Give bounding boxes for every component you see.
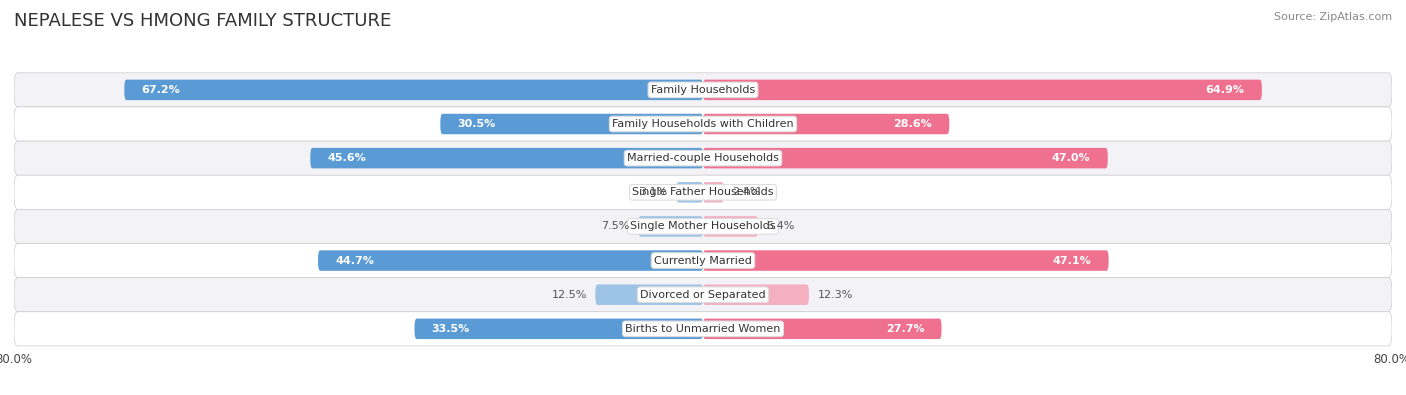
- FancyBboxPatch shape: [703, 250, 1108, 271]
- Text: 30.5%: 30.5%: [457, 119, 496, 129]
- FancyBboxPatch shape: [703, 182, 724, 203]
- Text: Births to Unmarried Women: Births to Unmarried Women: [626, 324, 780, 334]
- FancyBboxPatch shape: [703, 216, 758, 237]
- Text: Family Households with Children: Family Households with Children: [612, 119, 794, 129]
- Text: 64.9%: 64.9%: [1206, 85, 1244, 95]
- FancyBboxPatch shape: [14, 175, 1392, 209]
- Text: 44.7%: 44.7%: [335, 256, 374, 265]
- FancyBboxPatch shape: [14, 73, 1392, 107]
- FancyBboxPatch shape: [703, 148, 1108, 168]
- FancyBboxPatch shape: [14, 141, 1392, 175]
- Text: Single Mother Households: Single Mother Households: [630, 222, 776, 231]
- FancyBboxPatch shape: [703, 114, 949, 134]
- Text: 27.7%: 27.7%: [886, 324, 924, 334]
- FancyBboxPatch shape: [703, 80, 1263, 100]
- FancyBboxPatch shape: [676, 182, 703, 203]
- Text: NEPALESE VS HMONG FAMILY STRUCTURE: NEPALESE VS HMONG FAMILY STRUCTURE: [14, 12, 391, 30]
- Text: Source: ZipAtlas.com: Source: ZipAtlas.com: [1274, 12, 1392, 22]
- Text: Family Households: Family Households: [651, 85, 755, 95]
- FancyBboxPatch shape: [318, 250, 703, 271]
- Text: 47.1%: 47.1%: [1053, 256, 1091, 265]
- FancyBboxPatch shape: [415, 319, 703, 339]
- Text: Divorced or Separated: Divorced or Separated: [640, 290, 766, 300]
- FancyBboxPatch shape: [703, 319, 942, 339]
- Text: Single Father Households: Single Father Households: [633, 187, 773, 197]
- FancyBboxPatch shape: [311, 148, 703, 168]
- FancyBboxPatch shape: [638, 216, 703, 237]
- FancyBboxPatch shape: [14, 209, 1392, 243]
- Text: Currently Married: Currently Married: [654, 256, 752, 265]
- Text: 3.1%: 3.1%: [640, 187, 668, 197]
- Text: 7.5%: 7.5%: [602, 222, 630, 231]
- Text: 47.0%: 47.0%: [1052, 153, 1091, 163]
- FancyBboxPatch shape: [14, 107, 1392, 141]
- FancyBboxPatch shape: [440, 114, 703, 134]
- FancyBboxPatch shape: [595, 284, 703, 305]
- Text: 12.3%: 12.3%: [817, 290, 853, 300]
- Text: 12.5%: 12.5%: [551, 290, 586, 300]
- FancyBboxPatch shape: [14, 312, 1392, 346]
- FancyBboxPatch shape: [124, 80, 703, 100]
- FancyBboxPatch shape: [14, 278, 1392, 312]
- Text: 33.5%: 33.5%: [432, 324, 470, 334]
- Text: 28.6%: 28.6%: [893, 119, 932, 129]
- Text: 6.4%: 6.4%: [766, 222, 796, 231]
- Text: 67.2%: 67.2%: [142, 85, 180, 95]
- Text: Married-couple Households: Married-couple Households: [627, 153, 779, 163]
- Text: 45.6%: 45.6%: [328, 153, 367, 163]
- Text: 2.4%: 2.4%: [733, 187, 761, 197]
- FancyBboxPatch shape: [703, 284, 808, 305]
- FancyBboxPatch shape: [14, 243, 1392, 278]
